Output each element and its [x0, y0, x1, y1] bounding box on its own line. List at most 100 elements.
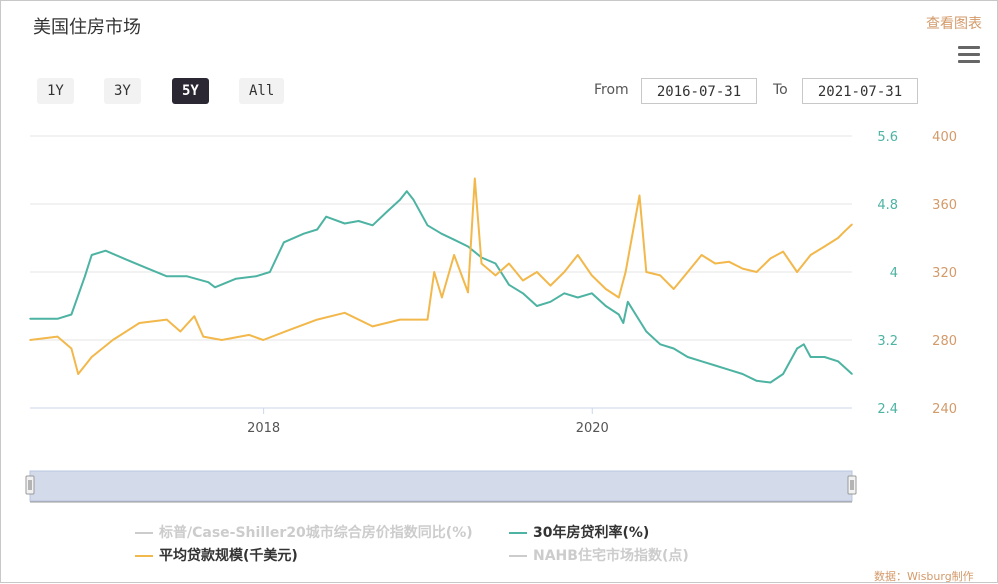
- data-point-loan-size: [399, 318, 401, 321]
- view-table-link[interactable]: 查看图表: [926, 16, 982, 32]
- data-point-mortgage-rate: [769, 381, 772, 384]
- data-point-mortgage-rate: [283, 241, 285, 244]
- legend-nahb-label: NAHB住宅市场指数(点): [533, 548, 689, 564]
- data-point-loan-size: [508, 262, 510, 265]
- legend-mortgage-rate[interactable]: 30年房贷利率(%): [509, 522, 649, 542]
- data-point-mortgage-rate: [823, 356, 826, 358]
- data-point-loan-size: [522, 279, 524, 282]
- data-point-mortgage-rate: [104, 249, 107, 252]
- data-point-mortgage-rate: [659, 343, 662, 346]
- y-tick-label-right: 400: [932, 130, 957, 145]
- legend-mortgage-rate-label: 30年房贷利率(%): [533, 525, 650, 541]
- data-point-mortgage-rate: [627, 300, 629, 303]
- data-point-mortgage-rate: [166, 275, 168, 278]
- data-point-mortgage-rate: [207, 281, 210, 284]
- data-point-mortgage-rate: [604, 305, 607, 307]
- data-point-loan-size: [138, 322, 141, 324]
- data-point-loan-size: [316, 318, 319, 321]
- data-point-loan-size: [90, 356, 93, 358]
- from-date-input[interactable]: 2016-07-31: [641, 78, 757, 104]
- data-point-loan-size: [371, 325, 374, 328]
- data-point-loan-size: [56, 335, 59, 338]
- x-tick-label: 2018: [247, 421, 280, 436]
- data-point-loan-size: [618, 296, 620, 299]
- data-point-mortgage-rate: [412, 198, 415, 201]
- data-point-loan-size: [728, 261, 730, 263]
- y-tick-label-left: 5.6: [877, 130, 898, 145]
- data-point-mortgage-rate: [186, 275, 188, 278]
- data-point-mortgage-rate: [357, 220, 360, 222]
- data-point-loan-size: [796, 271, 798, 273]
- data-point-mortgage-rate: [56, 317, 59, 320]
- x-tick-label: 2020: [576, 421, 609, 436]
- hamburger-menu-icon[interactable]: [958, 46, 980, 64]
- data-point-mortgage-rate: [29, 317, 31, 320]
- data-point-mortgage-rate: [686, 356, 689, 358]
- data-point-loan-size: [29, 339, 31, 341]
- data-point-mortgage-rate: [700, 360, 703, 363]
- data-point-loan-size: [77, 373, 79, 375]
- data-point-mortgage-rate: [618, 313, 620, 316]
- data-point-loan-size: [179, 330, 182, 333]
- data-point-loan-size: [851, 223, 853, 226]
- y-tick-label-left: 2.4: [877, 402, 898, 417]
- data-point-loan-size: [343, 312, 346, 314]
- legend-loan-size[interactable]: 平均贷款规模(千美元): [135, 545, 298, 565]
- data-point-loan-size: [549, 284, 552, 287]
- data-point-mortgage-rate: [549, 300, 552, 303]
- y-tick-label-left: 4.8: [877, 198, 898, 213]
- y-tick-label-right: 280: [932, 334, 957, 349]
- data-point-mortgage-rate: [837, 360, 839, 363]
- legend-loan-size-label: 平均贷款规模(千美元): [159, 548, 298, 564]
- data-point-loan-size: [467, 291, 469, 294]
- data-point-loan-size: [700, 254, 703, 256]
- data-point-mortgage-rate: [522, 292, 524, 295]
- legend-nahb[interactable]: NAHB住宅市场指数(点): [509, 545, 689, 565]
- data-point-mortgage-rate: [728, 368, 730, 371]
- range-button-all[interactable]: All: [239, 78, 285, 104]
- data-point-mortgage-rate: [645, 330, 648, 333]
- navigator-handle-left[interactable]: [25, 475, 35, 495]
- data-point-loan-size: [604, 288, 607, 290]
- data-point-loan-size: [536, 271, 538, 273]
- data-point-mortgage-rate: [385, 211, 387, 214]
- from-label: From: [594, 82, 629, 98]
- data-point-mortgage-rate: [809, 356, 812, 358]
- data-point-mortgage-rate: [124, 258, 127, 261]
- data-point-loan-size: [262, 339, 264, 341]
- data-point-mortgage-rate: [399, 198, 401, 201]
- data-point-loan-size: [248, 334, 251, 336]
- data-point-mortgage-rate: [214, 286, 216, 289]
- y-tick-label-right: 320: [932, 266, 957, 281]
- navigator-handle-right[interactable]: [847, 475, 857, 495]
- data-point-loan-size: [645, 271, 648, 273]
- series-line-loan-size: [29, 177, 853, 375]
- range-button-3y[interactable]: 3Y: [104, 78, 141, 104]
- data-point-mortgage-rate: [453, 238, 455, 241]
- data-point-mortgage-rate: [622, 322, 625, 324]
- data-point-loan-size: [591, 274, 593, 277]
- data-point-loan-size: [202, 335, 205, 338]
- range-button-1y[interactable]: 1Y: [37, 78, 74, 104]
- to-date-input[interactable]: 2021-07-31: [802, 78, 918, 104]
- navigator-range[interactable]: [29, 470, 853, 502]
- legend-case-shiller[interactable]: 标普/Case-Shiller20城市综合房价指数同比(%): [135, 522, 473, 542]
- data-point-mortgage-rate: [563, 292, 566, 295]
- to-label: To: [773, 82, 788, 98]
- range-button-5y[interactable]: 5Y: [172, 78, 209, 104]
- data-point-loan-size: [809, 254, 812, 256]
- data-point-mortgage-rate: [84, 275, 86, 278]
- chart-title: 美国住房市场: [33, 17, 141, 38]
- data-point-loan-size: [494, 274, 497, 277]
- data-point-mortgage-rate: [405, 190, 408, 193]
- data-point-mortgage-rate: [70, 313, 73, 316]
- data-point-mortgage-rate: [325, 215, 328, 218]
- data-point-mortgage-rate: [755, 380, 758, 382]
- data-point-loan-size: [741, 267, 744, 270]
- data-point-loan-size: [433, 271, 436, 273]
- data-point-mortgage-rate: [714, 364, 716, 367]
- data-point-mortgage-rate: [440, 232, 443, 235]
- data-point-mortgage-rate: [577, 296, 579, 299]
- data-point-loan-size: [672, 288, 675, 290]
- data-point-loan-size: [473, 177, 476, 180]
